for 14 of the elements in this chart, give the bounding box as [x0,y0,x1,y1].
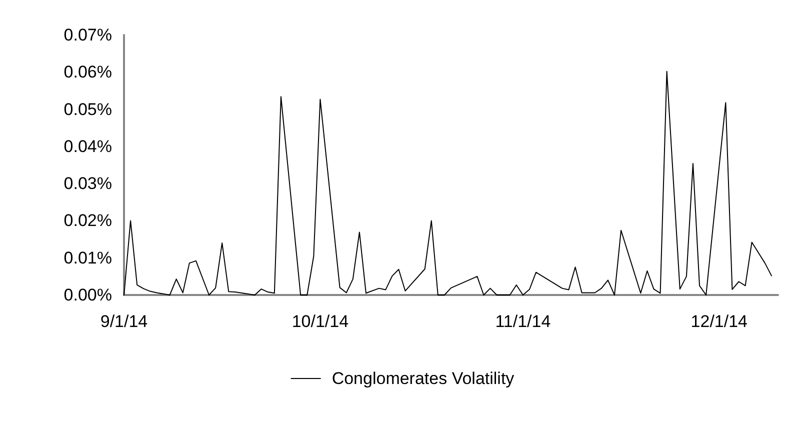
line-series [124,70,772,296]
y-tick-label: 0.06% [64,62,112,82]
x-tick-label: 12/1/14 [690,312,748,331]
y-tick-label: 0.01% [64,248,112,268]
y-tick-label: 0.05% [64,100,112,119]
legend-label: Conglomerates Volatility [332,369,515,388]
x-tick-label: 11/1/14 [495,312,551,331]
y-tick-label: 0.04% [64,136,112,156]
y-tick-label: 0.02% [64,211,112,230]
x-tick-label: 9/1/14 [100,312,148,331]
y-tick-label: 0.00% [64,286,112,304]
y-tick-label: 0.07% [64,26,112,44]
y-tick-label: 0.03% [64,174,112,194]
x-tick-label: 10/1/14 [292,312,349,331]
